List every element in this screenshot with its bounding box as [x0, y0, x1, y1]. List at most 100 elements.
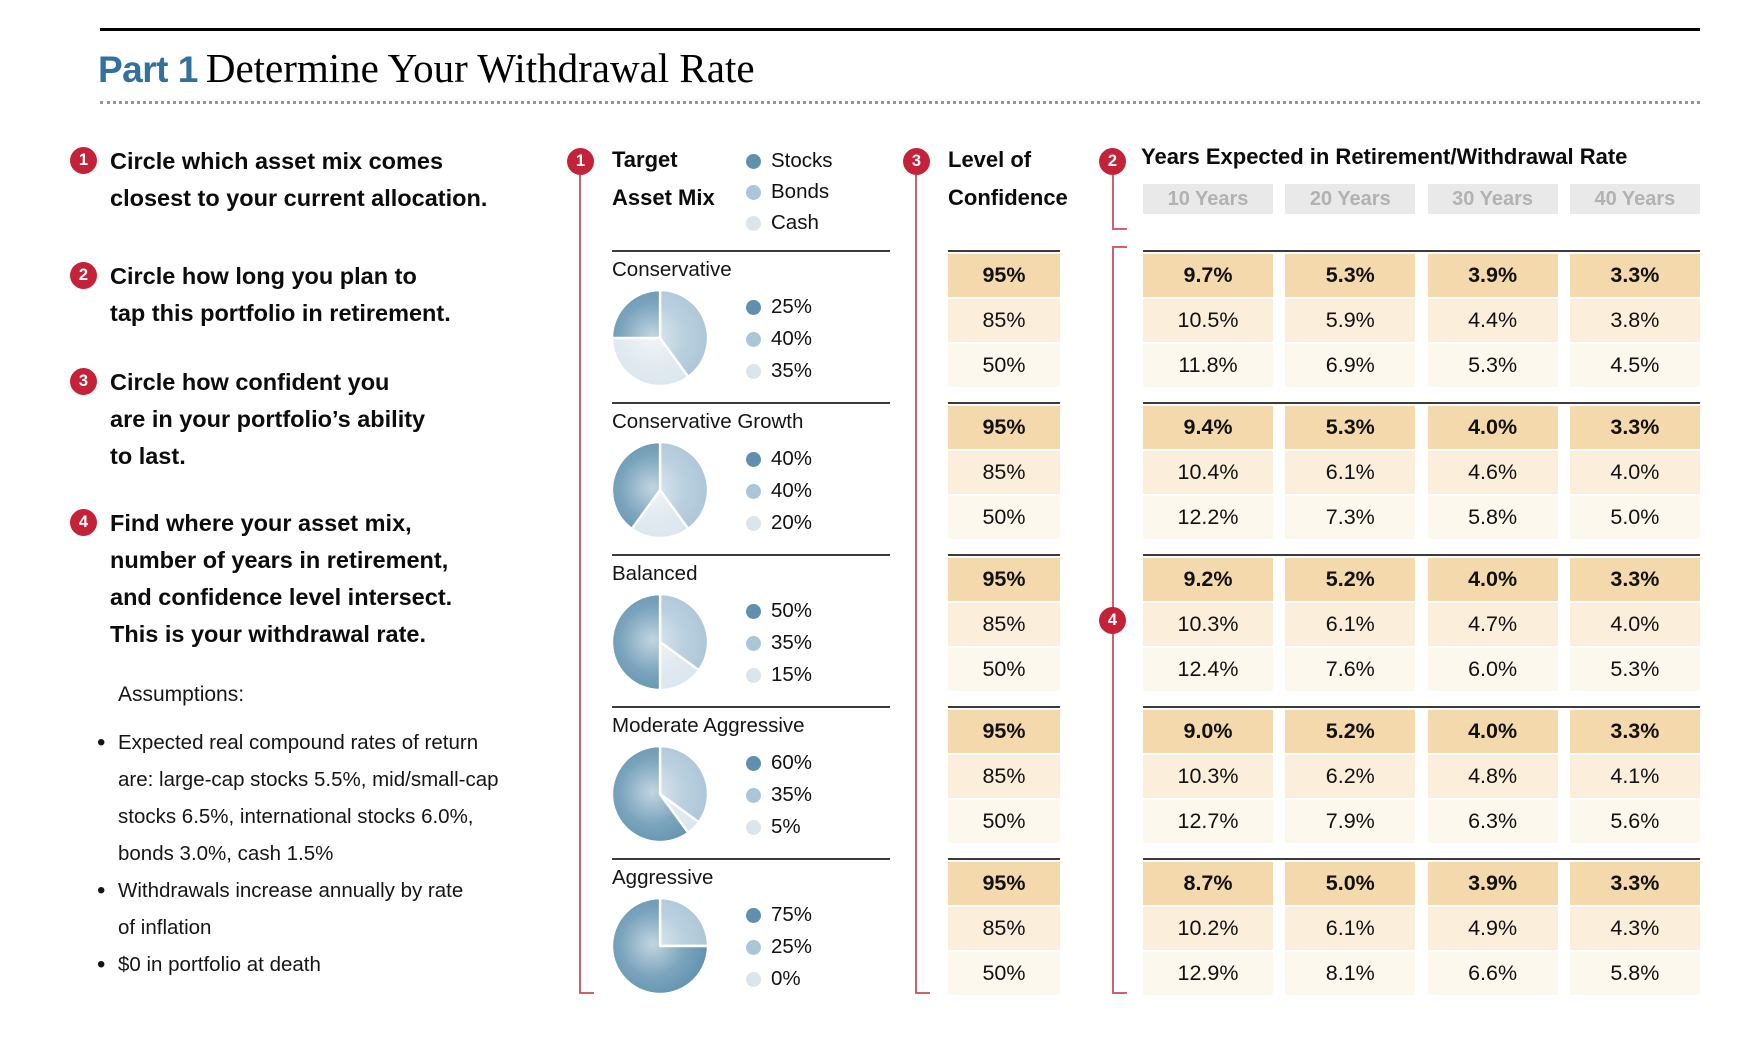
rate-cell[interactable]: 7.9%: [1285, 800, 1416, 843]
confidence-cell-85[interactable]: 85%: [948, 299, 1060, 342]
year-header-20-years[interactable]: 20 Years: [1285, 184, 1416, 214]
confidence-cell-95[interactable]: 95%: [948, 710, 1060, 753]
stocks-color-dot-icon: [746, 451, 761, 467]
rate-cell[interactable]: 4.4%: [1427, 299, 1558, 342]
page-title: Part 1 Determine Your Withdrawal Rate: [98, 44, 755, 92]
rate-cell[interactable]: 10.3%: [1143, 603, 1273, 646]
portfolio-pie-chart: [610, 288, 710, 393]
rate-cell[interactable]: 12.9%: [1143, 952, 1273, 995]
confidence-cell-95[interactable]: 95%: [948, 406, 1060, 449]
stocks-color-dot-icon: [746, 907, 761, 923]
rate-cell[interactable]: 5.8%: [1427, 496, 1558, 539]
year-header-10-years[interactable]: 10 Years: [1143, 184, 1273, 214]
rate-cell[interactable]: 5.0%: [1569, 496, 1700, 539]
rate-cell[interactable]: 4.0%: [1427, 558, 1558, 601]
rate-cell[interactable]: 3.9%: [1427, 862, 1558, 905]
confidence-cell-50[interactable]: 50%: [948, 952, 1060, 995]
rate-cell[interactable]: 6.1%: [1285, 603, 1416, 646]
rate-cell[interactable]: 6.3%: [1427, 800, 1558, 843]
year-header-40-years[interactable]: 40 Years: [1569, 184, 1700, 214]
rate-cell[interactable]: 3.3%: [1569, 254, 1700, 297]
rate-cell[interactable]: 11.8%: [1143, 344, 1273, 387]
rate-cell[interactable]: 5.2%: [1285, 558, 1416, 601]
rate-cell[interactable]: 9.0%: [1143, 710, 1273, 753]
rate-cell[interactable]: 4.0%: [1427, 406, 1558, 449]
portfolio-section-aggressive[interactable]: Aggressive 75% 25% 0%: [610, 858, 890, 1010]
rate-cell[interactable]: 9.4%: [1143, 406, 1273, 449]
rate-cell[interactable]: 10.2%: [1143, 907, 1273, 950]
step-4-badge: 4: [70, 509, 97, 536]
portfolio-section-balanced[interactable]: Balanced 50% 35% 15%: [610, 554, 890, 706]
confidence-cell-50[interactable]: 50%: [948, 800, 1060, 843]
asset-class-legend: Stocks Bonds Cash: [746, 149, 833, 243]
rate-cell[interactable]: 4.0%: [1569, 451, 1700, 494]
rate-cell[interactable]: 3.3%: [1569, 406, 1700, 449]
rate-cell[interactable]: 12.2%: [1143, 496, 1273, 539]
rate-cell[interactable]: 6.9%: [1285, 344, 1416, 387]
rate-cell[interactable]: 4.7%: [1427, 603, 1558, 646]
rate-cell[interactable]: 4.0%: [1427, 710, 1558, 753]
allocation-percent: 25%: [771, 935, 813, 958]
rate-cell[interactable]: 10.4%: [1143, 451, 1273, 494]
year-header-30-years[interactable]: 30 Years: [1427, 184, 1558, 214]
confidence-cell-85[interactable]: 85%: [948, 907, 1060, 950]
confidence-cell-50[interactable]: 50%: [948, 344, 1060, 387]
rate-cell[interactable]: 6.1%: [1285, 451, 1416, 494]
rate-cell[interactable]: 4.6%: [1427, 451, 1558, 494]
rate-cell[interactable]: 7.3%: [1285, 496, 1416, 539]
confidence-cell-85[interactable]: 85%: [948, 755, 1060, 798]
confidence-cell-95[interactable]: 95%: [948, 254, 1060, 297]
rate-group-grid: 9.2% 5.2% 4.0% 3.3% 10.3% 6.1% 4.7% 4.0% 12.4% 7.…: [1143, 558, 1700, 691]
rate-cell[interactable]: 3.3%: [1569, 558, 1700, 601]
rate-cell[interactable]: 4.3%: [1569, 907, 1700, 950]
rate-cell[interactable]: 5.6%: [1569, 800, 1700, 843]
rate-cell[interactable]: 5.3%: [1285, 406, 1416, 449]
cash-color-dot-icon: [746, 215, 761, 231]
rate-cell[interactable]: 4.8%: [1427, 755, 1558, 798]
rate-cell[interactable]: 3.8%: [1569, 299, 1700, 342]
rate-cell[interactable]: 5.3%: [1569, 648, 1700, 691]
rate-cell[interactable]: 8.7%: [1143, 862, 1273, 905]
rate-cell[interactable]: 3.3%: [1569, 862, 1700, 905]
rate-cell[interactable]: 5.8%: [1569, 952, 1700, 995]
rate-cell[interactable]: 10.5%: [1143, 299, 1273, 342]
asset-legend-row-cash: Cash: [746, 211, 833, 234]
portfolio-section-moderate-aggressive[interactable]: Moderate Aggressive 60% 35% 5%: [610, 706, 890, 858]
rate-cell[interactable]: 5.3%: [1285, 254, 1416, 297]
rate-cell[interactable]: 7.6%: [1285, 648, 1416, 691]
step2-connector-line: [1112, 175, 1114, 230]
rate-cell[interactable]: 8.1%: [1285, 952, 1416, 995]
rate-cell[interactable]: 5.0%: [1285, 862, 1416, 905]
confidence-cell-50[interactable]: 50%: [948, 648, 1060, 691]
rate-cell[interactable]: 6.0%: [1427, 648, 1558, 691]
confidence-cell-85[interactable]: 85%: [948, 451, 1060, 494]
allocation-percent: 40%: [771, 447, 813, 470]
assumptions-block: Assumptions: Expected real compound rate…: [97, 683, 527, 983]
rate-cell[interactable]: 3.9%: [1427, 254, 1558, 297]
portfolio-section-conservative-growth[interactable]: Conservative Growth 40% 40% 20%: [610, 402, 890, 554]
rate-cell[interactable]: 6.2%: [1285, 755, 1416, 798]
rate-cell[interactable]: 5.3%: [1427, 344, 1558, 387]
rate-cell[interactable]: 10.3%: [1143, 755, 1273, 798]
rate-cell[interactable]: 3.3%: [1569, 710, 1700, 753]
confidence-cell-50[interactable]: 50%: [948, 496, 1060, 539]
confidence-cell-85[interactable]: 85%: [948, 603, 1060, 646]
rate-cell[interactable]: 6.1%: [1285, 907, 1416, 950]
rate-cell[interactable]: 5.9%: [1285, 299, 1416, 342]
rate-cell[interactable]: 12.7%: [1143, 800, 1273, 843]
years-step-badge: 2: [1099, 148, 1126, 175]
rate-cell[interactable]: 4.9%: [1427, 907, 1558, 950]
rate-cell[interactable]: 12.4%: [1143, 648, 1273, 691]
rate-cell[interactable]: 9.2%: [1143, 558, 1273, 601]
rate-cell[interactable]: 6.6%: [1427, 952, 1558, 995]
rate-cell[interactable]: 9.7%: [1143, 254, 1273, 297]
rate-cell[interactable]: 5.2%: [1285, 710, 1416, 753]
top-rule: [100, 28, 1700, 31]
rate-cell[interactable]: 4.1%: [1569, 755, 1700, 798]
step-3-text: Circle how confident you are in your por…: [110, 369, 426, 469]
confidence-cell-95[interactable]: 95%: [948, 558, 1060, 601]
confidence-cell-95[interactable]: 95%: [948, 862, 1060, 905]
rate-cell[interactable]: 4.0%: [1569, 603, 1700, 646]
rate-cell[interactable]: 4.5%: [1569, 344, 1700, 387]
portfolio-section-conservative[interactable]: Conservative 25% 40% 35%: [610, 250, 890, 402]
